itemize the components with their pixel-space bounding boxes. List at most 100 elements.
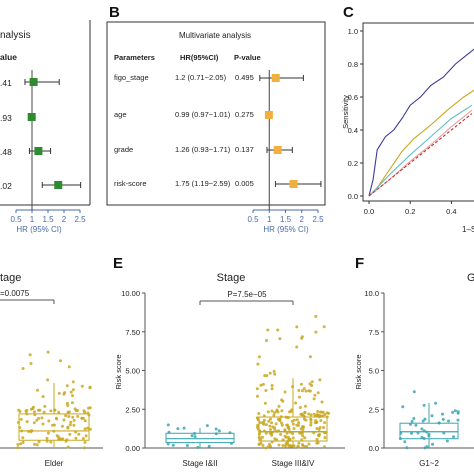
panel-e-point [171, 443, 175, 447]
panel-d-point [66, 410, 70, 414]
panel-c-roc-lines [368, 48, 474, 197]
panel-d-point [31, 407, 35, 410]
panel-f-letter: F [355, 255, 364, 272]
panel-e-late-point [300, 335, 304, 339]
panel-b-row-1-p: 0.495 [235, 73, 254, 82]
panel-e-late-point [272, 411, 276, 415]
panel-d-point [37, 416, 41, 420]
panel-d-point [77, 432, 81, 436]
panel-e-late-point [316, 441, 320, 445]
panel-e-x-tick-1: Stage I&II [182, 459, 217, 468]
panel-e-late-point [256, 394, 259, 398]
panel-e-late-point [300, 412, 304, 416]
panel-e-late-point [315, 413, 319, 417]
panel-e-late-point [285, 416, 289, 419]
panel-e-late-point [323, 436, 327, 440]
panel-e-late-point [303, 445, 307, 448]
panel-a-pval-4: .02 [0, 181, 12, 191]
panel-e-point [228, 431, 232, 435]
panel-e-late-point [285, 431, 289, 435]
panel-d-point [86, 411, 90, 415]
panel-e-late-point [270, 409, 274, 413]
panel-e-late-point [318, 433, 321, 436]
panel-f-point [422, 403, 426, 407]
panel-f-point [405, 446, 409, 450]
panel-d-point [21, 436, 25, 440]
panel-e-late-point [322, 426, 325, 429]
panel-e-late-point [304, 404, 307, 408]
panel-d-point [67, 415, 71, 418]
panel-b-row-4-hr: 1.75 (1.19~2.59) [175, 179, 231, 188]
panel-a-x-label: HR (95% CI) [16, 225, 62, 234]
panel-e-late-point [314, 314, 318, 318]
panel-f-point [441, 417, 445, 421]
panel-a-tick-label-2: 1 [30, 215, 35, 224]
panel-f-y-tick-label-4: 7.5 [369, 328, 379, 337]
panel-d-point [81, 437, 85, 440]
panel-e-late-point [257, 355, 261, 359]
panel-e-late-point [290, 419, 294, 423]
panel-e-point [166, 423, 170, 427]
panel-f-point [452, 435, 456, 439]
panel-e-late-point [285, 440, 289, 444]
panel-d-point [57, 410, 61, 414]
panel-b-tick-label-3: 1.5 [280, 215, 292, 224]
panel-e-late-point [256, 425, 259, 429]
panel-d-point [20, 429, 24, 433]
panel-d-point [83, 427, 87, 431]
panel-e-late-point [314, 330, 318, 334]
panel-e-late-point [319, 419, 323, 423]
panel-e-late-point [265, 339, 268, 342]
panel-f-point [422, 437, 426, 440]
panel-e-late-point [258, 429, 262, 433]
panel-e-y-tick-label-2: 2.50 [125, 405, 140, 414]
panel-c-roc-line-2 [368, 89, 474, 197]
panel-d-point [59, 359, 62, 363]
panel-e-late-point [285, 423, 289, 427]
panel-d-point [64, 414, 68, 418]
panel-e-late-point [291, 422, 295, 426]
panel-e-late-point [287, 436, 290, 439]
panel-e-point [217, 429, 221, 433]
panel-e-late-point [281, 438, 285, 442]
panel-e-late-point [308, 389, 312, 393]
panel-e-late-point [275, 409, 279, 413]
panel-e-late-point [316, 391, 320, 395]
panel-a-pval-2: .93 [0, 113, 12, 123]
panel-e-late-point [288, 444, 292, 447]
panel-e-late-point [323, 431, 326, 435]
panel-e-late-point [295, 345, 299, 349]
panel-f-y-tick-label-5: 10.0 [364, 289, 379, 298]
panel-b-row-2-p: 0.275 [235, 110, 254, 119]
panel-b-letter: B [109, 4, 120, 21]
panel-b-tick-label-4: 2 [300, 215, 305, 224]
panel-c-x-tick-label-2: 0.2 [405, 207, 415, 216]
panel-b-frame [106, 21, 326, 206]
panel-c-roc-line-3 [368, 104, 473, 197]
panel-e-y-tick-label-4: 7.50 [125, 328, 140, 337]
panel-d-point [49, 409, 53, 413]
panel-e-late-point [321, 414, 325, 418]
panel-b-row-1-hr: 1.2 (0.71~2.05) [175, 73, 227, 82]
panel-f-point [425, 430, 429, 434]
panel-e-late-point [295, 418, 299, 422]
panel-d-point [27, 429, 30, 433]
panel-d-point [29, 430, 33, 434]
panel-d-point [86, 426, 90, 430]
panel-c-letter: C [343, 4, 354, 21]
panel-e-title: Stage [217, 272, 246, 284]
panel-f-point [456, 410, 460, 414]
panel-f-y-tick-label-3: 5.0 [369, 367, 379, 376]
panel-e-late-point [315, 437, 319, 441]
panel-e-late-point [309, 421, 313, 425]
panel-d-point [57, 391, 61, 395]
panel-e-late-point [288, 430, 292, 434]
panel-c-roc-line-1 [368, 48, 474, 197]
panel-e-late-point [262, 418, 266, 422]
panel-a-pval-1: .41 [0, 78, 12, 88]
panel-b-hr-point-1 [271, 74, 280, 82]
panel-e-point [214, 427, 218, 431]
panel-d-point [76, 414, 80, 418]
panel-d-point [81, 416, 85, 420]
